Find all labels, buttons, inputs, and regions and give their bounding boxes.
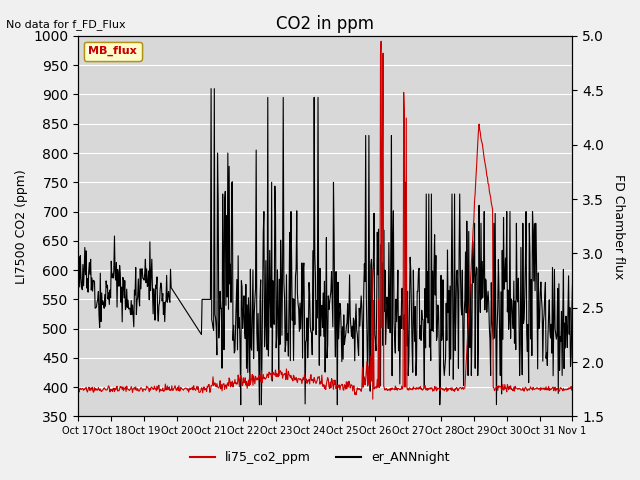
Legend: li75_co2_ppm, er_ANNnight: li75_co2_ppm, er_ANNnight (186, 446, 454, 469)
Text: No data for f_FD_Flux: No data for f_FD_Flux (6, 19, 126, 30)
Y-axis label: FD Chamber flux: FD Chamber flux (612, 174, 625, 279)
Title: CO2 in ppm: CO2 in ppm (276, 15, 374, 33)
Legend: MB_flux: MB_flux (84, 41, 141, 60)
Y-axis label: LI7500 CO2 (ppm): LI7500 CO2 (ppm) (15, 169, 28, 284)
